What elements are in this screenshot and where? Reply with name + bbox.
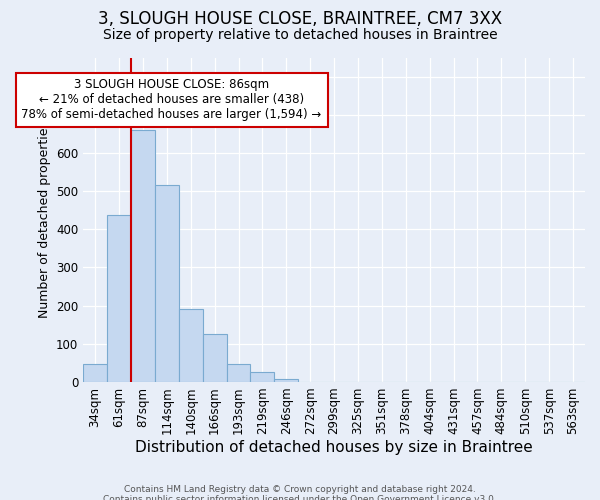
Text: 3 SLOUGH HOUSE CLOSE: 86sqm
← 21% of detached houses are smaller (438)
78% of se: 3 SLOUGH HOUSE CLOSE: 86sqm ← 21% of det…	[22, 78, 322, 122]
Text: Contains HM Land Registry data © Crown copyright and database right 2024.: Contains HM Land Registry data © Crown c…	[124, 485, 476, 494]
Bar	[131, 130, 155, 382]
Bar	[227, 364, 250, 382]
Text: Size of property relative to detached houses in Braintree: Size of property relative to detached ho…	[103, 28, 497, 42]
Bar	[83, 364, 107, 382]
Bar	[107, 215, 131, 382]
Bar	[274, 379, 298, 382]
Bar	[250, 372, 274, 382]
Text: Contains public sector information licensed under the Open Government Licence v3: Contains public sector information licen…	[103, 495, 497, 500]
Bar	[203, 334, 227, 382]
Bar	[179, 310, 203, 382]
Text: 3, SLOUGH HOUSE CLOSE, BRAINTREE, CM7 3XX: 3, SLOUGH HOUSE CLOSE, BRAINTREE, CM7 3X…	[98, 10, 502, 28]
X-axis label: Distribution of detached houses by size in Braintree: Distribution of detached houses by size …	[135, 440, 533, 455]
Bar	[155, 186, 179, 382]
Y-axis label: Number of detached properties: Number of detached properties	[38, 121, 50, 318]
